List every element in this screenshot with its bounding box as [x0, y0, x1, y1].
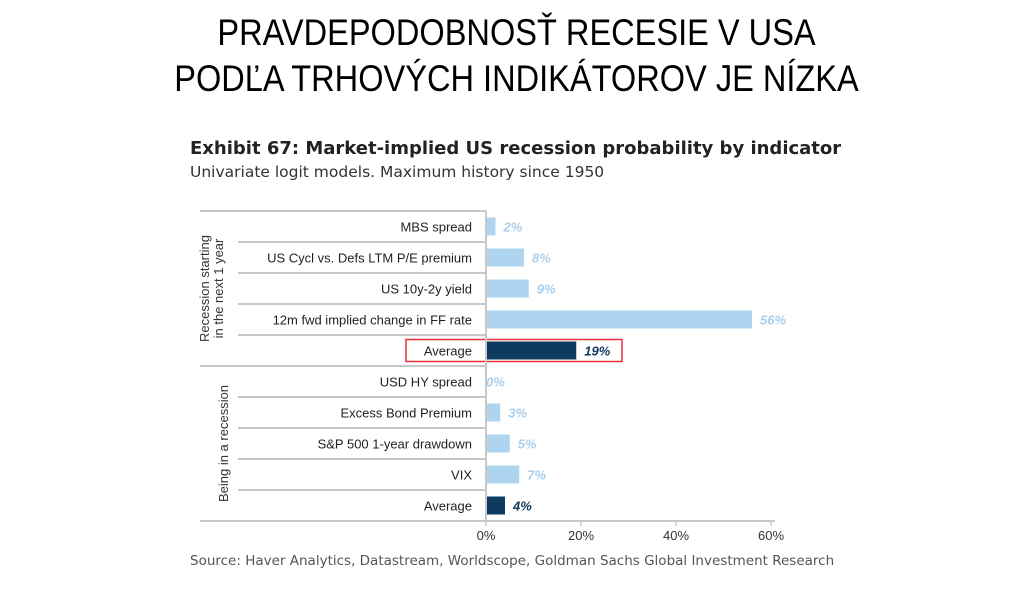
- group-label: Recession starting: [197, 235, 212, 342]
- x-tick-label: 20%: [568, 528, 594, 543]
- value-label: 19%: [584, 344, 610, 359]
- chart-source: Source: Haver Analytics, Datastream, Wor…: [190, 553, 835, 569]
- category-label: USD HY spread: [380, 375, 472, 390]
- category-label: US Cycl vs. Defs LTM P/E premium: [267, 251, 472, 266]
- indicator-bar: [486, 217, 496, 236]
- category-label: MBS spread: [400, 220, 472, 235]
- average-bar: [486, 496, 505, 515]
- value-label: 7%: [527, 468, 546, 483]
- x-tick-label: 60%: [758, 528, 784, 543]
- value-label: 0%: [486, 375, 505, 390]
- highlight-box: [405, 338, 623, 363]
- category-label: Average: [424, 344, 472, 359]
- value-label: 2%: [503, 220, 523, 235]
- slide-title: PRAVDEPODOBNOSŤ RECESIE V USA PODĽA TRHO…: [62, 10, 971, 102]
- x-tick-label: 40%: [663, 528, 689, 543]
- indicator-bar: [486, 310, 752, 329]
- group-label: in the next 1 year: [211, 238, 226, 338]
- indicator-bar: [486, 248, 524, 267]
- category-label: VIX: [451, 468, 472, 483]
- value-label: 5%: [518, 437, 537, 452]
- indicator-bar: [486, 279, 529, 298]
- average-bar: [486, 341, 577, 360]
- category-label: Excess Bond Premium: [341, 406, 473, 421]
- slide-title-line: PODĽA TRHOVÝCH INDIKÁTOROV JE NÍZKA: [174, 58, 859, 99]
- value-label: 4%: [512, 499, 532, 514]
- category-label: S&P 500 1-year drawdown: [318, 437, 472, 452]
- chart-subtitle: Univariate logit models. Maximum history…: [190, 163, 605, 181]
- category-label: US 10y-2y yield: [381, 282, 472, 297]
- value-label: 9%: [537, 282, 556, 297]
- category-label: 12m fwd implied change in FF rate: [273, 313, 472, 328]
- indicator-bar: [486, 434, 510, 453]
- group-label: Being in a recession: [216, 385, 231, 502]
- value-label: 3%: [508, 406, 527, 421]
- indicator-bar: [486, 465, 520, 484]
- slide-title-line: PRAVDEPODOBNOSŤ RECESIE V USA: [217, 12, 816, 53]
- value-label: 56%: [760, 313, 786, 328]
- indicator-bar: [486, 403, 501, 422]
- value-label: 8%: [532, 251, 551, 266]
- category-label: Average: [424, 499, 472, 514]
- x-tick-label: 0%: [477, 528, 496, 543]
- chart-title: Exhibit 67: Market-implied US recession …: [190, 138, 842, 159]
